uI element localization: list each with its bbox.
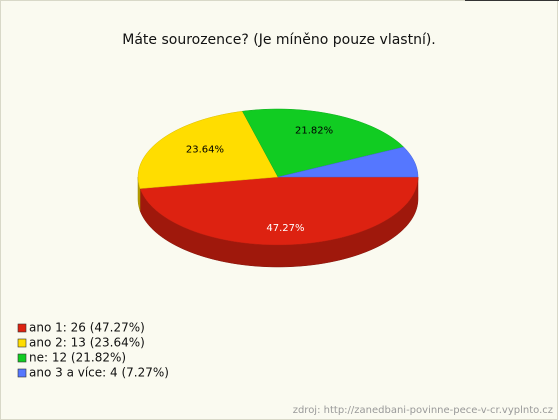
pie-slice [139, 176, 419, 246]
legend-label: ano 1: 26 (47.27%) [29, 321, 145, 335]
slice-label: 21.82% [295, 126, 333, 137]
pie-slice [277, 146, 419, 178]
legend-swatch [17, 353, 27, 363]
pie-slice [242, 108, 405, 178]
legend-swatch [17, 338, 27, 348]
pie-slice [137, 110, 279, 189]
legend-label: ne: 12 (21.82%) [29, 351, 126, 365]
slice-label: 23.64% [186, 144, 224, 155]
source: zdroj: http://zanedbani-povinne-pece-v-c… [293, 405, 553, 416]
legend-label: ano 3 a více: 4 (7.27%) [29, 366, 169, 380]
legend-swatch [17, 368, 27, 378]
legend-label: ano 2: 13 (23.64%) [29, 336, 145, 350]
slice-label: 47.27% [266, 223, 304, 234]
legend-swatch [17, 323, 27, 333]
chart-title: Máte sourozence? (Je míněno pouze vlastn… [122, 32, 436, 48]
